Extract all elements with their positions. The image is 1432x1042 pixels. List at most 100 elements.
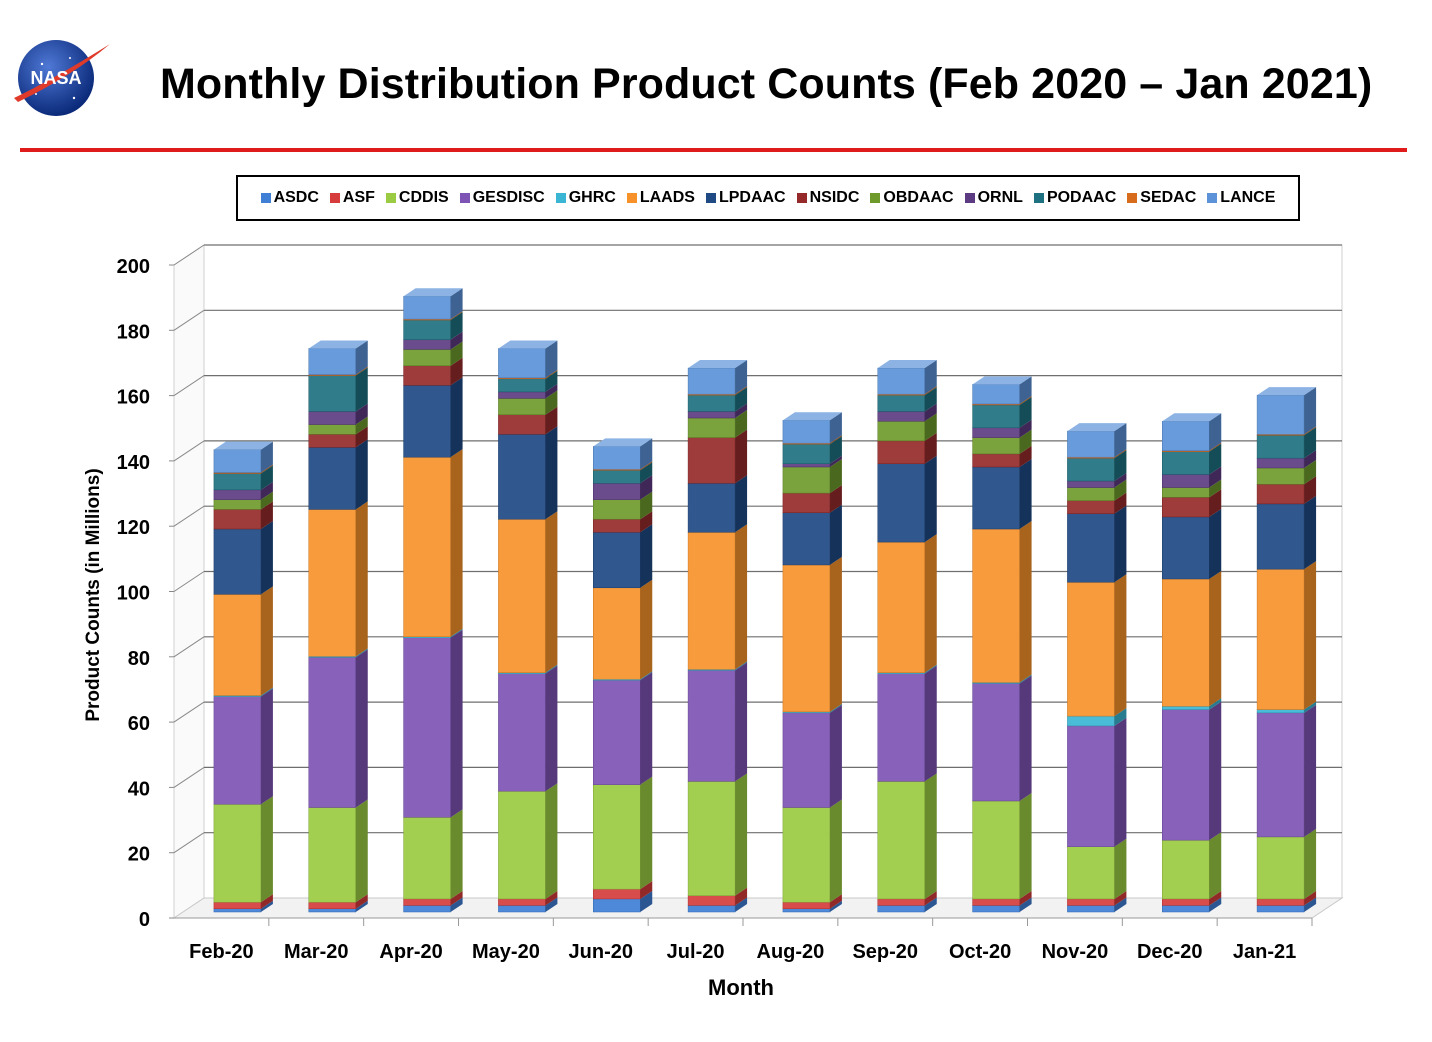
- bar-segment-GESDISC: [1256, 712, 1305, 838]
- bar-segment-ASF: [782, 901, 831, 909]
- bar-segment-ORNL: [687, 411, 736, 419]
- bar-side-SEDAC: [640, 461, 653, 471]
- chart-legend: ASDC ASF CDDIS GESDISC GHRC LAADS LPDAAC NSIDC O…: [236, 175, 1300, 221]
- bar-side-ORNL: [450, 331, 463, 350]
- y-tick-label: 160: [117, 387, 150, 409]
- bar-side-LANCE: [924, 360, 937, 395]
- bar-side-GESDISC: [1114, 717, 1127, 847]
- legend-swatch: [260, 193, 271, 203]
- bar-side-LAADS: [1019, 521, 1032, 683]
- legend-label: PODAAC: [1046, 189, 1117, 206]
- bar-segment-GESDISC: [972, 683, 1020, 802]
- bar-side-GESDISC: [450, 629, 463, 818]
- bar-side-SEDAC: [260, 464, 273, 474]
- legend-label: GHRC: [568, 189, 616, 206]
- bar-segment-GESDISC: [782, 712, 831, 808]
- bar-side-LPDAAC: [1019, 458, 1032, 530]
- bar-stack-Jun-20: [593, 438, 653, 913]
- legend-label: LPDAAC: [718, 189, 786, 206]
- bar-side-NSIDC: [1019, 445, 1032, 467]
- bar-segment-ASDC: [498, 905, 546, 913]
- bar-side-ASF: [1019, 890, 1032, 906]
- bar-side-PODAAC: [640, 462, 653, 484]
- bar-side-NSIDC: [1209, 489, 1222, 517]
- bar-segment-CDDIS: [1067, 846, 1115, 900]
- y-tick-label: 0: [139, 909, 150, 931]
- bar-segment-ORNL: [308, 411, 356, 425]
- bar-segment-OBDAAC: [498, 398, 546, 415]
- y-axis-label: Product Counts (in Millions): [83, 468, 104, 722]
- legend-item-GESDISC: GESDISC: [459, 189, 545, 207]
- bar-side-PODAAC: [1304, 427, 1317, 459]
- legend-swatch: [964, 193, 975, 203]
- legend-item-ASF: ASF: [329, 189, 375, 207]
- bar-segment-OBDAAC: [972, 437, 1020, 455]
- bar-segment-OBDAAC: [1067, 487, 1115, 501]
- bar-side-GHRC: [1304, 701, 1317, 713]
- bar-side-CDDIS: [735, 773, 748, 896]
- bar-segment-GESDISC: [498, 673, 546, 792]
- legend-swatch: [1207, 193, 1218, 203]
- legend-label: ASDC: [273, 189, 319, 206]
- bar-segment-GESDISC: [877, 673, 925, 782]
- bar-segment-ASDC: [782, 908, 831, 913]
- bar-side-GESDISC: [355, 649, 368, 808]
- bar-top: [782, 412, 842, 421]
- gridline-diagonal: [173, 375, 205, 397]
- bar-segment-ASF: [1067, 898, 1115, 906]
- y-tick-label: 40: [128, 778, 150, 800]
- bar-stack-Jan-21: [1256, 387, 1317, 913]
- bar-segment-NSIDC: [593, 518, 641, 533]
- bar-side-OBDAAC: [735, 410, 748, 438]
- bar-segment-NSIDC: [213, 509, 262, 530]
- bar-side-GHRC: [924, 664, 937, 674]
- bar-segment-GHRC: [1067, 715, 1115, 727]
- bar-segment-PODAAC: [782, 443, 831, 464]
- title-divider: [20, 148, 1407, 152]
- bar-side-OBDAAC: [1114, 479, 1127, 501]
- bar-segment-NSIDC: [498, 414, 546, 435]
- bar-segment-ASF: [1256, 898, 1305, 906]
- bar-side-ORNL: [829, 455, 842, 467]
- bar-side-NSIDC: [640, 511, 653, 533]
- legend-swatch: [796, 193, 807, 203]
- bar-side-CDDIS: [355, 799, 368, 903]
- bar-top: [1257, 387, 1317, 396]
- bar-segment-LPDAAC: [877, 463, 925, 543]
- bar-segment-ORNL: [1162, 474, 1210, 488]
- bar-top: [877, 360, 937, 369]
- bar-segment-LANCE: [877, 367, 925, 395]
- bar-top: [688, 360, 748, 369]
- bar-side-ASDC: [260, 900, 273, 912]
- bar-side-ORNL: [260, 481, 273, 500]
- bar-segment-LAADS: [213, 594, 262, 696]
- y-tick-label: 180: [117, 321, 150, 343]
- bar-side-GHRC: [260, 687, 273, 697]
- bar-segment-LANCE: [308, 348, 356, 375]
- bar-side-LPDAAC: [829, 504, 842, 565]
- legend-item-GHRC: GHRC: [555, 189, 616, 207]
- bar-side-LANCE: [1209, 413, 1222, 451]
- bar-segment-ASDC: [403, 905, 451, 913]
- bar-segment-PODAAC: [498, 378, 546, 393]
- bar-side-ASF: [735, 887, 748, 906]
- bar-side-ASDC: [450, 897, 463, 912]
- bar-segment-NSIDC: [1256, 484, 1305, 505]
- bar-top: [1162, 413, 1222, 422]
- bar-side-SEDAC: [1304, 426, 1317, 436]
- bar-side-GHRC: [1209, 698, 1222, 710]
- bar-side-LAADS: [545, 511, 558, 673]
- gridline-diagonal: [173, 244, 205, 266]
- bar-segment-ORNL: [213, 489, 262, 500]
- bar-segment-LAADS: [877, 541, 925, 673]
- legend-item-SEDAC: SEDAC: [1127, 189, 1196, 207]
- bar-side-SEDAC: [1114, 449, 1127, 459]
- legend-swatch: [626, 193, 637, 203]
- bar-segment-LPDAAC: [498, 434, 546, 520]
- bar-stack-Sep-20: [877, 360, 937, 913]
- bar-segment-ASDC: [877, 905, 925, 913]
- bar-segment-PODAAC: [1067, 457, 1115, 482]
- legend-item-OBDAAC: OBDAAC: [870, 189, 954, 207]
- legend-swatch: [705, 193, 716, 203]
